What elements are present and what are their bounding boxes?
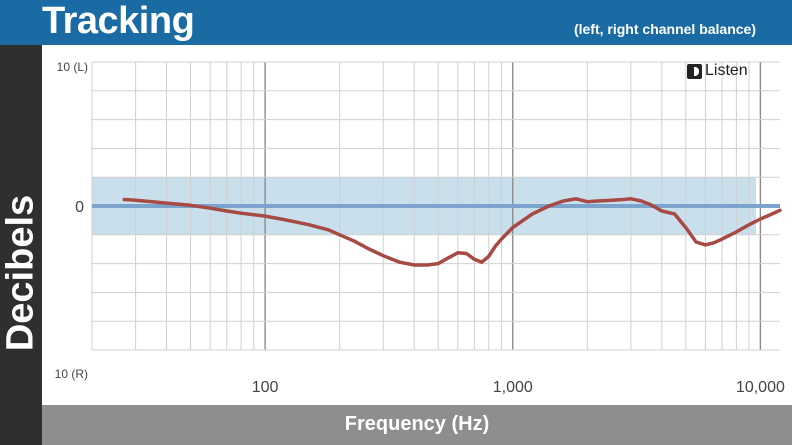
y-axis-panel: Decibels: [0, 45, 42, 445]
brand-name: Listen: [705, 62, 748, 79]
x-tick-label: 100: [252, 379, 279, 396]
y-tick-label: 10 (L): [57, 60, 88, 74]
series-line-0: [122, 197, 782, 267]
speaker-logo-icon: [687, 63, 702, 79]
y-tick-label: 10 (R): [55, 367, 88, 381]
brand-logo: Listen: [687, 62, 748, 80]
x-axis-label: Frequency (Hz): [344, 413, 490, 435]
page-title: Tracking: [42, 0, 195, 42]
x-axis-panel: Frequency (Hz): [42, 405, 792, 445]
chart-plot: 10 (L) 0 10 (R) 100 1,000 10,000: [55, 60, 785, 396]
y-tick-label: 0: [75, 199, 84, 216]
header-bar: Tracking (left, right channel balance): [0, 0, 792, 45]
x-tick-label: 10,000: [736, 379, 785, 396]
page-subtitle: (left, right channel balance): [573, 21, 756, 37]
x-tick-label: 1,000: [493, 379, 533, 396]
